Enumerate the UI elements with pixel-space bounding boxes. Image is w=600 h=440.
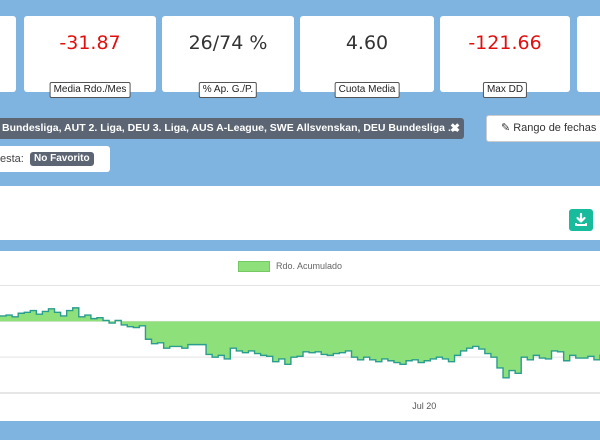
download-icon: [575, 212, 587, 226]
legend-label: Rdo. Acumulado: [276, 261, 343, 271]
stat-label: Max DD: [482, 82, 528, 98]
series-area: [0, 307, 600, 378]
stat-card-right-edge: [577, 16, 600, 92]
x-tick-label: Jul 20: [412, 401, 437, 411]
chart-panel: Rdo. Acumulado Jul 20: [0, 251, 600, 421]
toolbar-panel: [0, 186, 600, 240]
stat-value: 26/74 %: [188, 32, 268, 54]
stat-card-media-rdo-mes: -31.87 Media Rdo./Mes: [24, 16, 156, 98]
bet-type-filter: esta: No Favorito: [0, 146, 110, 172]
leagues-filter-text: Bundesliga, AUT 2. Liga, DEU 3. Liga, AU…: [2, 122, 457, 134]
close-icon[interactable]: ✖: [449, 121, 460, 135]
legend-swatch[interactable]: [238, 261, 270, 272]
bet-type-label: esta:: [0, 153, 24, 165]
stat-value: 4.60: [345, 32, 389, 54]
pencil-icon: ✎: [501, 122, 511, 134]
leagues-filter-tag[interactable]: Bundesliga, AUT 2. Liga, DEU 3. Liga, AU…: [0, 118, 464, 139]
stat-label: % Ap. G./P.: [198, 82, 258, 98]
stat-card-ap-gp: 26/74 % % Ap. G./P.: [162, 16, 294, 98]
date-range-label: Rango de fechas: [513, 122, 597, 134]
chart-area: [0, 284, 600, 394]
series-line: [0, 307, 600, 379]
stat-value: -31.87: [59, 32, 121, 54]
stat-card-left-edge: [0, 16, 16, 92]
stat-value: -121.66: [468, 32, 542, 54]
stat-card-cuota-media: 4.60 Cuota Media: [300, 16, 434, 98]
date-range-button[interactable]: ✎ Rango de fechas: [486, 115, 600, 142]
bet-type-badge[interactable]: No Favorito: [30, 152, 94, 166]
stats-row: -31.87 Media Rdo./Mes 26/74 % % Ap. G./P…: [0, 0, 600, 100]
stat-card-max-dd: -121.66 Max DD: [440, 16, 570, 98]
stat-label: Cuota Media: [334, 82, 400, 98]
stat-label: Media Rdo./Mes: [49, 82, 131, 98]
download-button[interactable]: [569, 209, 593, 231]
